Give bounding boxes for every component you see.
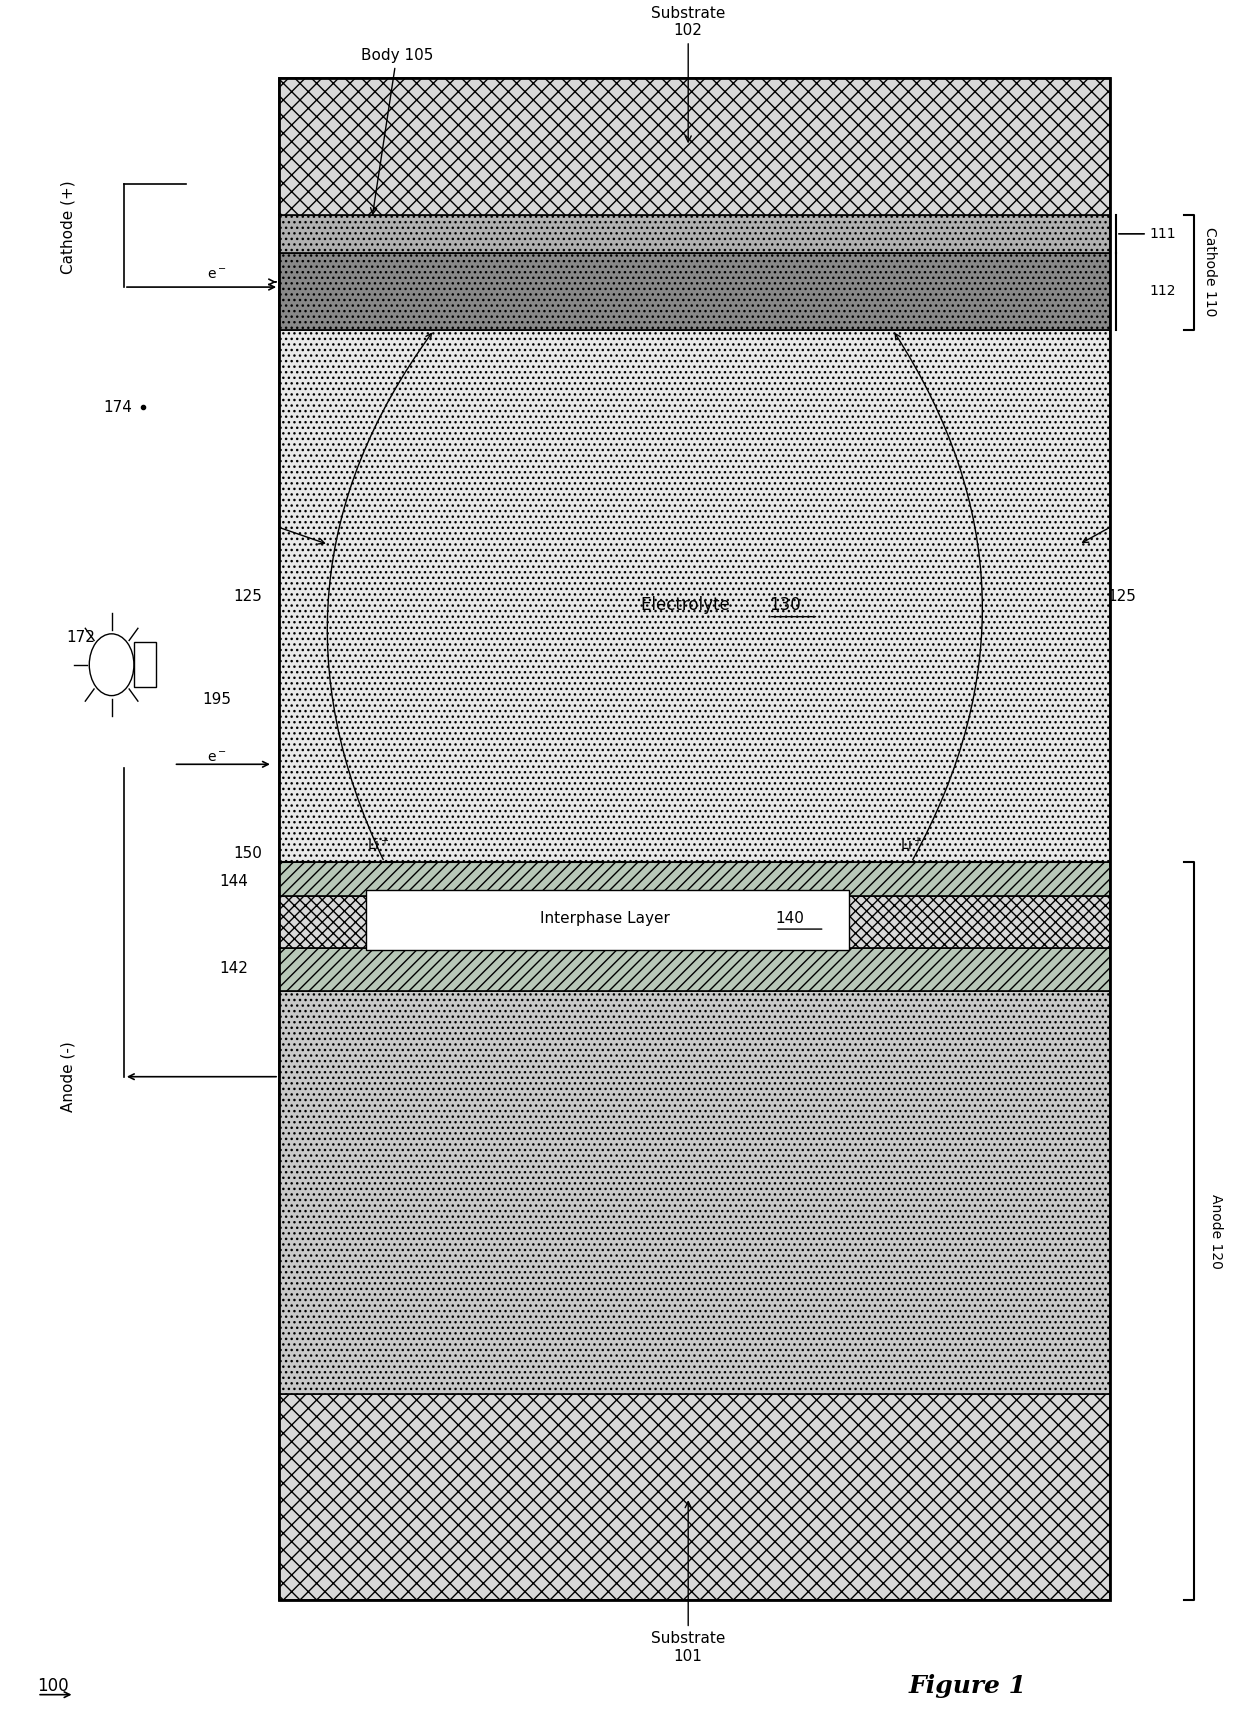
- Bar: [279, 252, 1110, 330]
- Bar: [279, 330, 1110, 863]
- Text: Interphase Layer: Interphase Layer: [541, 911, 675, 927]
- Text: Substrate
102: Substrate 102: [651, 5, 725, 142]
- Text: 195: 195: [202, 692, 232, 707]
- Text: Electrolyte: Electrolyte: [641, 597, 735, 614]
- Text: 125: 125: [233, 588, 263, 603]
- Text: Anode (-): Anode (-): [61, 1041, 76, 1112]
- Text: Body 105: Body 105: [361, 48, 433, 214]
- Text: e$^-$: e$^-$: [207, 268, 227, 282]
- Circle shape: [89, 635, 134, 695]
- Bar: [279, 78, 1110, 214]
- Bar: [279, 214, 1110, 252]
- Text: Substrate
101: Substrate 101: [651, 1501, 725, 1663]
- Text: Cathode 110: Cathode 110: [1203, 226, 1216, 316]
- Bar: [279, 1394, 1110, 1601]
- Text: 144: 144: [219, 873, 248, 889]
- Text: Li$^+$: Li$^+$: [900, 837, 923, 854]
- Bar: [279, 78, 1110, 1601]
- FancyBboxPatch shape: [366, 890, 849, 949]
- Text: Li$^+$: Li$^+$: [367, 837, 389, 854]
- Text: 142: 142: [219, 961, 248, 977]
- Text: 150: 150: [233, 845, 263, 861]
- Text: 172: 172: [66, 631, 95, 645]
- Text: e$^-$: e$^-$: [207, 750, 227, 764]
- Text: Anode 120: Anode 120: [1209, 1193, 1223, 1269]
- Text: 125: 125: [1107, 588, 1137, 603]
- Bar: [279, 896, 1110, 947]
- Bar: [279, 947, 1110, 991]
- Text: 112: 112: [1149, 284, 1176, 297]
- Text: Figure 1: Figure 1: [908, 1674, 1027, 1698]
- Bar: [279, 863, 1110, 896]
- Text: 140: 140: [775, 911, 804, 927]
- Bar: [134, 643, 156, 686]
- Text: 100: 100: [37, 1677, 69, 1694]
- Text: 130: 130: [769, 597, 801, 614]
- Text: 111: 111: [1149, 226, 1176, 240]
- Bar: [279, 991, 1110, 1394]
- Text: 174: 174: [103, 399, 133, 415]
- Text: Cathode (+): Cathode (+): [61, 180, 76, 273]
